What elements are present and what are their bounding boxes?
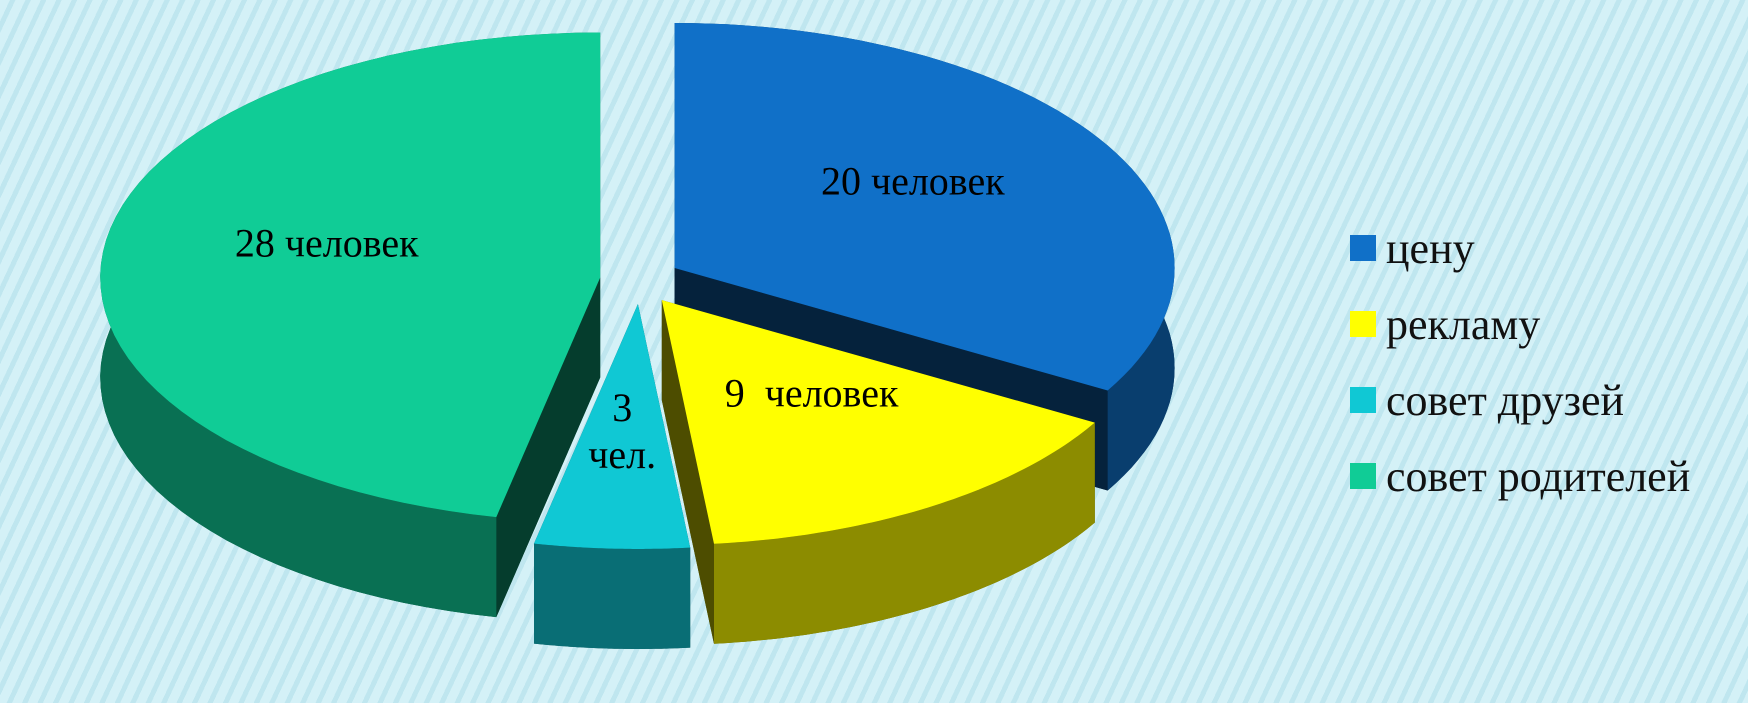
legend-item: рекламу: [1350, 286, 1690, 362]
slice-top: [534, 304, 691, 549]
legend-swatch: [1350, 387, 1376, 413]
slice: [661, 300, 1095, 644]
slice: [534, 304, 691, 649]
legend-swatch: [1350, 463, 1376, 489]
legend-label: совет друзей: [1386, 375, 1625, 425]
legend-label: рекламу: [1386, 299, 1541, 349]
legend-item: совет родителей: [1350, 438, 1690, 514]
slice-side: [534, 543, 691, 649]
legend-item: совет друзей: [1350, 362, 1690, 438]
legend-swatch: [1350, 311, 1376, 337]
data-label: 28 человек: [234, 220, 419, 266]
slice-top: [100, 32, 601, 518]
legend: цену рекламу совет друзей совет родителей: [1350, 210, 1690, 514]
legend-label: цену: [1386, 223, 1475, 273]
slice-top: [661, 300, 1095, 544]
legend-item: цену: [1350, 210, 1690, 286]
slice-side: [714, 422, 1095, 644]
slice: [100, 32, 601, 618]
slice-wall: [661, 300, 714, 644]
data-label: 20 человек: [820, 158, 1005, 204]
slice-top: [674, 23, 1175, 391]
data-label: 3 чел.: [588, 384, 657, 477]
legend-label: совет родителей: [1386, 451, 1691, 501]
data-label: 9 человек: [724, 370, 899, 416]
legend-swatch: [1350, 235, 1376, 261]
slice-wall: [496, 277, 601, 618]
